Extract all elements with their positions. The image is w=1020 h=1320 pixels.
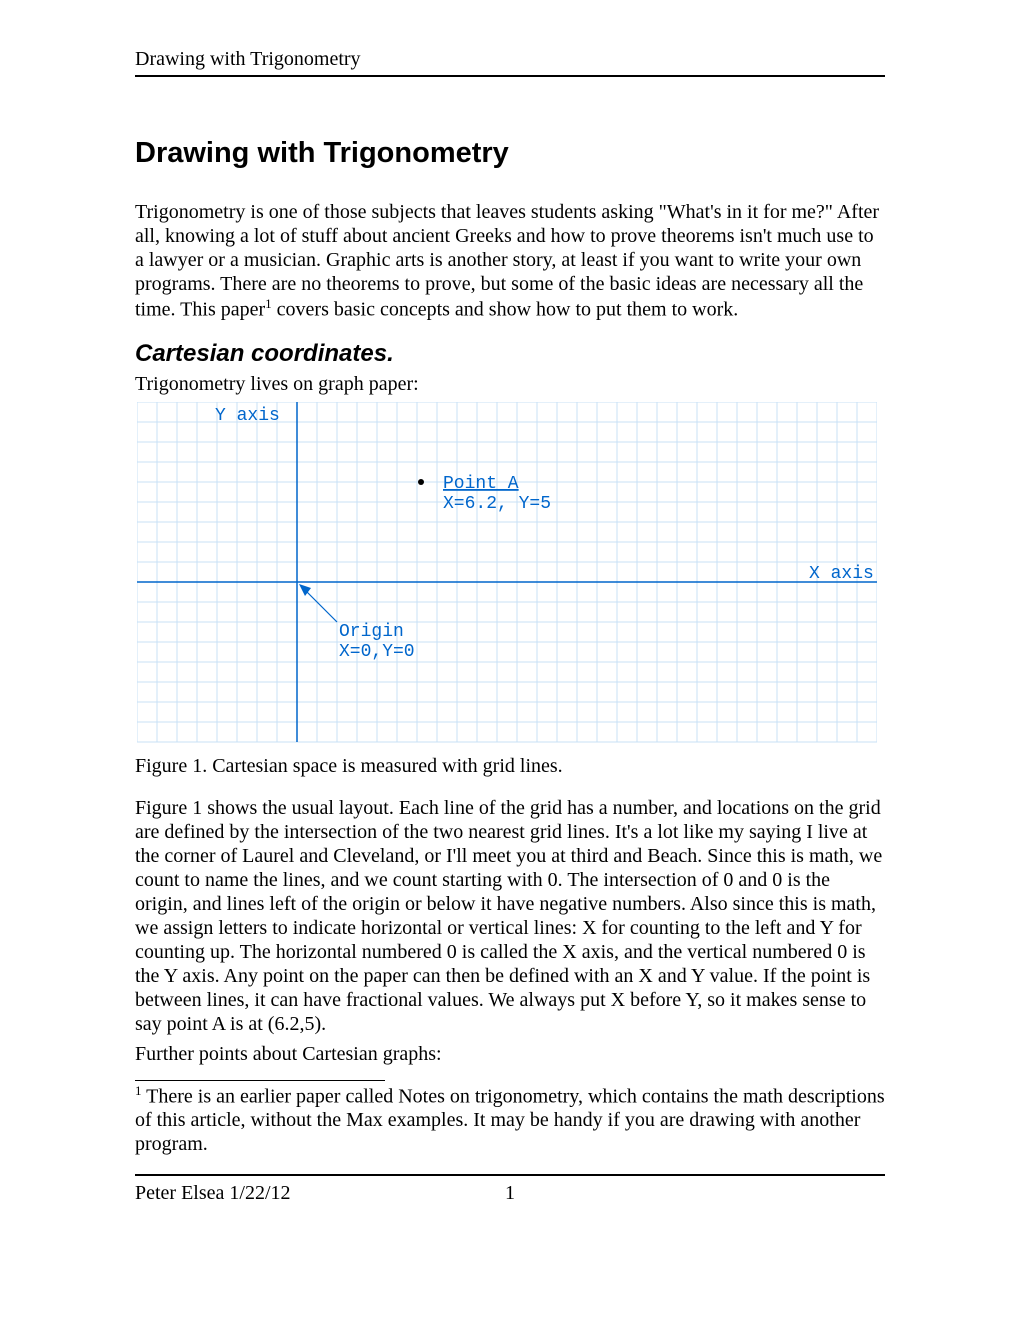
footer-page-number: 1 <box>505 1182 515 1205</box>
footnote-text: There is an earlier paper called Notes o… <box>135 1085 885 1155</box>
svg-text:Y axis: Y axis <box>215 406 280 426</box>
intro-tail: covers basic concepts and show how to pu… <box>272 299 739 321</box>
svg-text:X axis: X axis <box>809 564 874 584</box>
footer-author: Peter Elsea 1/22/12 <box>135 1182 291 1205</box>
section-heading-cartesian: Cartesian coordinates. <box>135 340 885 368</box>
cartesian-grid-svg: Y axis X axis Point AX=6.2, Y=5 OriginX=0,Y… <box>137 402 877 748</box>
running-header: Drawing with Trigonometry <box>135 48 885 77</box>
footnote-separator <box>135 1080 385 1081</box>
footnote-1: 1 There is an earlier paper called Notes… <box>135 1083 885 1157</box>
svg-text:X=6.2, Y=5: X=6.2, Y=5 <box>443 494 551 514</box>
body-paragraph-2: Figure 1 shows the usual layout. Each li… <box>135 796 885 1036</box>
body-paragraph-3: Further points about Cartesian graphs: <box>135 1042 885 1066</box>
svg-text:Origin: Origin <box>339 622 404 642</box>
figure-1: Y axis X axis Point AX=6.2, Y=5 OriginX=0,Y… <box>137 402 885 753</box>
figure-1-caption: Figure 1. Cartesian space is measured wi… <box>135 755 885 778</box>
svg-text:X=0,Y=0: X=0,Y=0 <box>339 642 415 662</box>
intro-paragraph: Trigonometry is one of those subjects th… <box>135 200 885 322</box>
section-lead: Trigonometry lives on graph paper: <box>135 372 885 396</box>
page: Drawing with Trigonometry Drawing with T… <box>0 0 1020 1205</box>
page-title: Drawing with Trigonometry <box>135 137 885 170</box>
svg-text:Point A: Point A <box>443 474 519 494</box>
page-footer: Peter Elsea 1/22/12 1 <box>135 1182 885 1205</box>
footer-rule <box>135 1174 885 1176</box>
